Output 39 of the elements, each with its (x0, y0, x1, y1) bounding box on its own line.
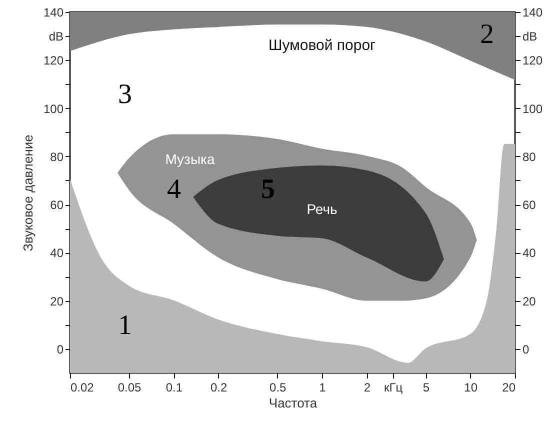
y2-tick-label: 0 (522, 342, 530, 356)
x-tick-label: 0.2 (210, 380, 228, 394)
x-tick-label: 0.02 (70, 380, 94, 394)
annotation: Речь (306, 201, 338, 217)
y-tick-label: 0 (56, 342, 64, 356)
x-axis-title: Частота (268, 396, 318, 410)
y2-tick-label: 100 (522, 102, 543, 116)
y2-tick-label: 140 (522, 6, 543, 20)
annotation: Музыка (165, 151, 215, 167)
x-tick-label: 0.5 (270, 380, 287, 394)
x-tick-label: 2 (364, 380, 371, 394)
annotation: 5 (261, 174, 275, 205)
y-tick-label: 120 (43, 54, 64, 68)
x-tick-label: 20 (502, 380, 516, 394)
y-axis-title: Звуковое давление (20, 134, 36, 252)
y2-tick-label: 40 (522, 246, 536, 260)
x-tick-label: 0.05 (118, 380, 142, 394)
x-tick-label: 1 (319, 380, 326, 394)
y-tick-label: 100 (43, 102, 64, 116)
x-tick-label: 0.1 (166, 380, 183, 394)
y2-tick-label: 120 (522, 54, 543, 68)
x-tick-label: кГц (384, 380, 403, 394)
y2-tick-label: 20 (522, 294, 536, 308)
y2-tick-label: 80 (522, 150, 536, 164)
y-tick-label: 140 (43, 6, 64, 20)
annotation: 4 (167, 174, 181, 205)
annotation: 2 (480, 19, 494, 50)
y-tick-label: 80 (50, 150, 64, 164)
x-tick-label: 5 (422, 380, 430, 394)
y-tick-label: 40 (50, 246, 64, 260)
y2-tick-label: dB (522, 30, 538, 44)
y-tick-label: dB (48, 30, 64, 44)
x-tick-label: 10 (464, 380, 478, 394)
annotation: Шумовой порог (268, 37, 376, 54)
annotation: 3 (118, 79, 132, 110)
y-tick-label: 20 (50, 294, 64, 308)
y2-tick-label: 60 (522, 198, 536, 212)
y-tick-label: 60 (50, 198, 64, 212)
annotation: 1 (118, 310, 132, 341)
